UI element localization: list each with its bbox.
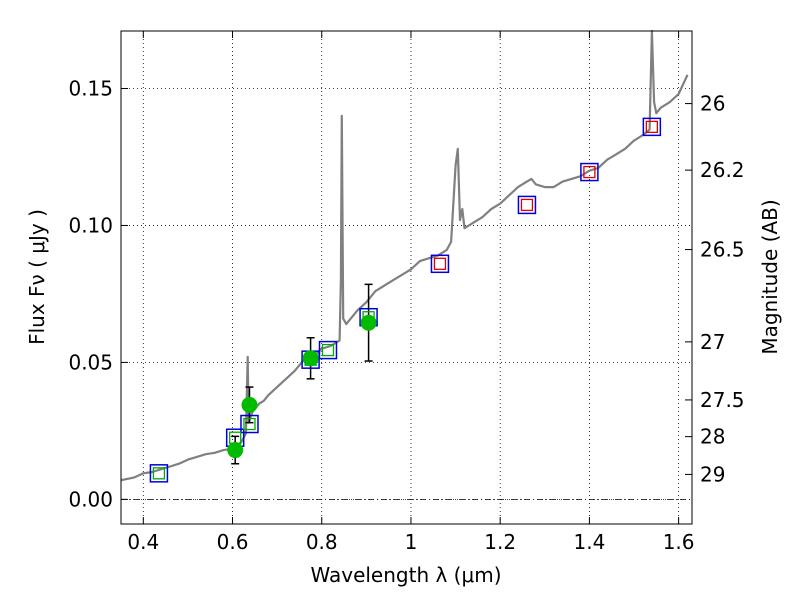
observed-photometry-square — [321, 343, 335, 357]
observed-photometry-square — [152, 467, 166, 480]
observed-photometry-point — [241, 396, 258, 413]
x-tick-label: 1 — [405, 530, 418, 554]
observed-photometry-square — [520, 198, 534, 212]
x-tick-label: 1.6 — [663, 530, 695, 554]
observed-photometry-point — [227, 442, 244, 459]
y-tick-label: 0.10 — [68, 213, 113, 237]
x-tick-label: 1.4 — [573, 530, 605, 554]
x-tick-label: 0.8 — [306, 530, 338, 554]
model-photometry-square — [240, 414, 259, 434]
x-axis-ticks: 0.4 0.6 0.8 1 1.2 1.4 1.6 — [127, 31, 695, 554]
model-photometry-square — [318, 340, 338, 360]
magnitude-tick-label: 28 — [700, 425, 725, 449]
grid — [121, 31, 692, 524]
y-tick-label: 0.15 — [68, 77, 113, 101]
magnitude-tick-label: 27.5 — [700, 388, 745, 412]
y-axis-label: Flux Fν ( μJy ) — [25, 209, 49, 345]
magnitude-tick-label: 27 — [700, 330, 725, 354]
model-photometry-square — [642, 117, 662, 137]
plot-frame — [120, 30, 693, 525]
observed-photometry-square — [243, 417, 256, 431]
observed-photometry-square — [645, 120, 659, 134]
observed-photometry-square — [433, 257, 447, 270]
x-axis-label: Wavelength λ (μm) — [310, 563, 501, 587]
magnitude-tick-label: 26.2 — [700, 158, 745, 182]
y-axis-ticks: 0.00 0.05 0.10 0.15 — [68, 77, 128, 511]
magnitude-tick-label: 29 — [700, 462, 725, 486]
x-tick-label: 0.4 — [127, 530, 159, 554]
observed-photometry-point — [302, 350, 319, 367]
model-photometry-square — [517, 195, 537, 215]
model-photometry-squares — [149, 117, 662, 483]
magnitude-axis-ticks: 26 26.2 26.5 27 27.5 28 29 — [685, 92, 745, 486]
model-photometry-square — [149, 464, 169, 483]
y-tick-label: 0.00 — [68, 487, 113, 511]
model-spectrum — [120, 29, 689, 482]
x-tick-label: 0.6 — [217, 530, 249, 554]
model-photometry-square — [430, 254, 450, 274]
y-tick-label: 0.05 — [68, 350, 113, 374]
error-bars — [231, 283, 373, 465]
spectrum-line — [120, 29, 689, 482]
observed-photometry-point — [360, 314, 377, 331]
magnitude-axis-label: Magnitude (AB) — [758, 199, 782, 354]
observed-photometry-square — [583, 165, 596, 179]
magnitude-tick-label: 26.5 — [700, 238, 745, 262]
x-tick-label: 1.2 — [484, 530, 516, 554]
model-photometry-square — [580, 162, 599, 182]
observed-photometry-points — [227, 314, 377, 459]
magnitude-tick-label: 26 — [700, 92, 725, 116]
